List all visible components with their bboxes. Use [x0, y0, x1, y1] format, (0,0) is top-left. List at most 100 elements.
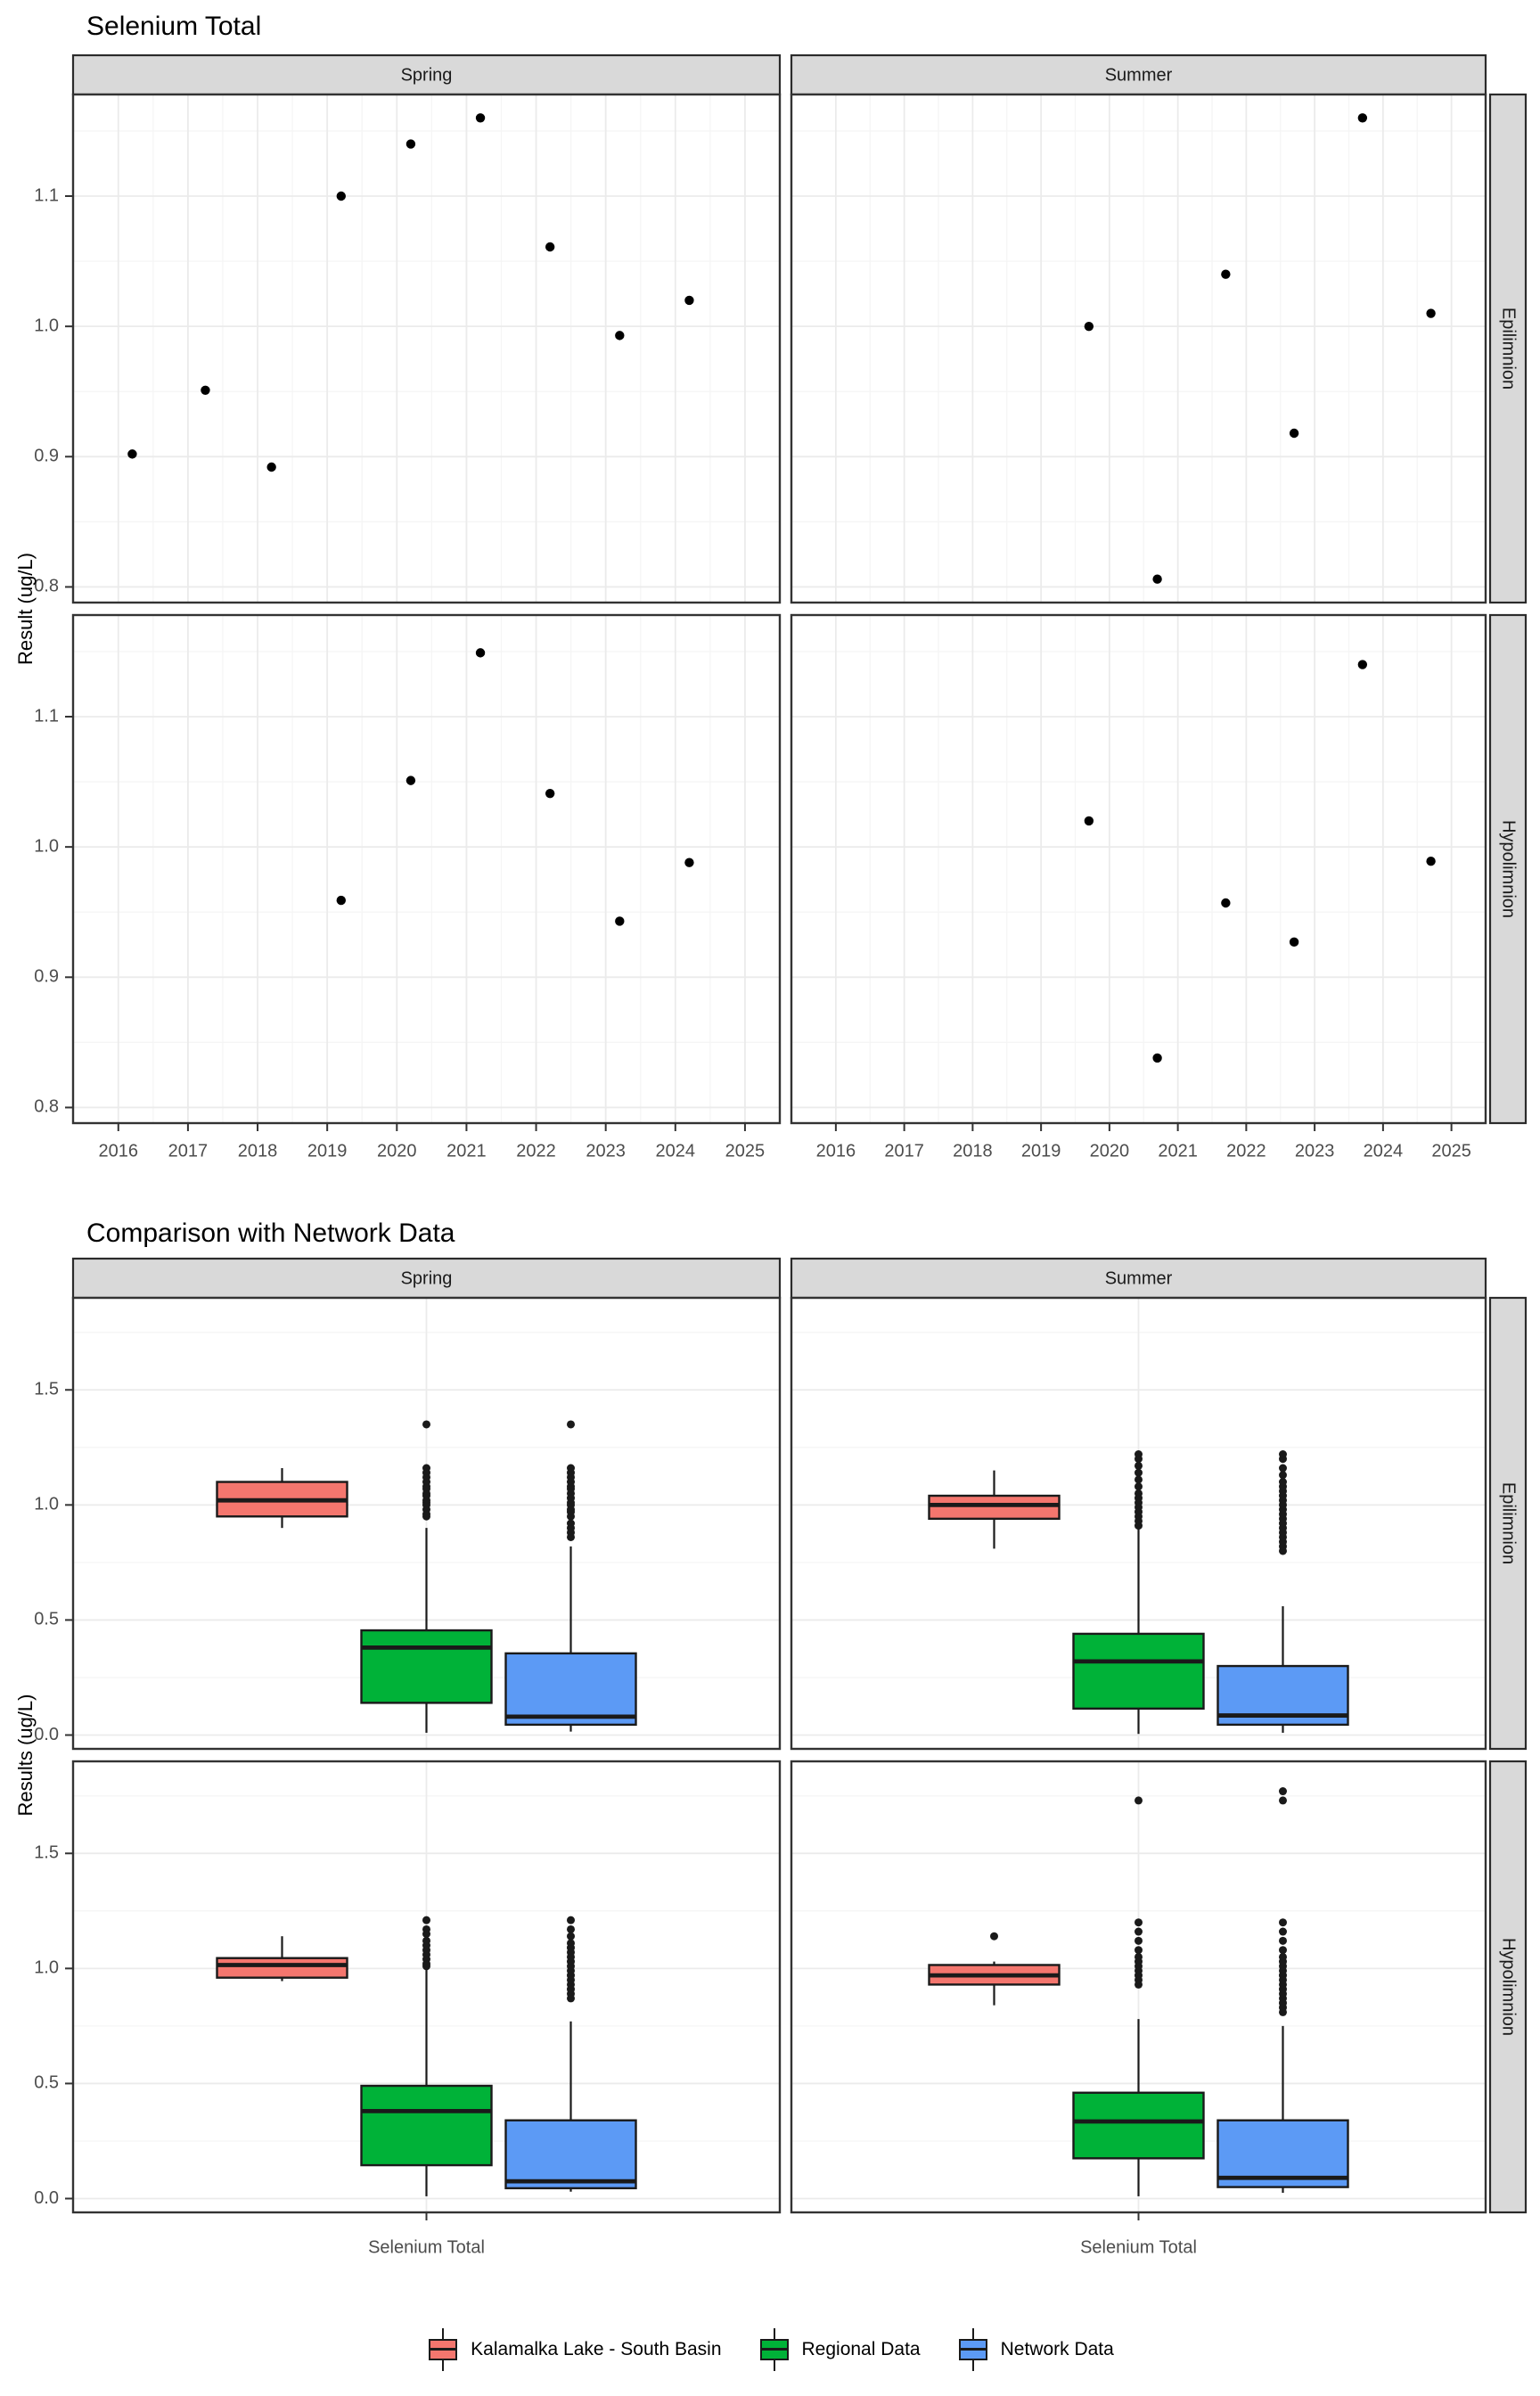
- data-point: [336, 895, 346, 906]
- axis-text: 2024: [656, 1141, 696, 1161]
- data-point: [1084, 816, 1094, 826]
- axis-text: Hypolimnion: [1499, 1938, 1519, 2036]
- axis-text: 1.0: [34, 316, 59, 335]
- legend-item-regional: Regional Data: [758, 2326, 921, 2373]
- figure2-title: Comparison with Network Data: [86, 1219, 455, 1248]
- panel-border: [790, 93, 1487, 604]
- axis-text: 0.9: [34, 447, 59, 466]
- legend: Kalamalka Lake - South Basin Regional Da…: [0, 2321, 1540, 2378]
- outlier-point: [1135, 1450, 1143, 1459]
- data-point: [1289, 937, 1299, 948]
- data-point: [1426, 308, 1436, 318]
- facet-strip-hypolimnion: [1488, 1760, 1528, 2214]
- outlier-point: [1135, 1796, 1143, 1805]
- outlier-point: [1135, 1927, 1143, 1936]
- boxplot-box: [216, 1957, 348, 1979]
- panel-bg: [791, 94, 1486, 603]
- outlier-point: [1279, 1936, 1287, 1945]
- facet-strip-epilimnion: [1488, 93, 1528, 604]
- panel-border: [790, 1296, 1487, 1751]
- outlier-point: [1279, 1450, 1287, 1459]
- data-point: [1357, 113, 1368, 123]
- axis-text: 0.0: [34, 2188, 59, 2208]
- boxplot-key-icon: [956, 2326, 990, 2373]
- panel-bg: [73, 615, 780, 1123]
- axis-text: 1.1: [34, 706, 59, 726]
- data-point: [475, 648, 486, 658]
- outlier-point: [567, 1420, 575, 1429]
- outlier-point: [1135, 1489, 1143, 1498]
- facet-strip-spring: [71, 1257, 782, 1300]
- facet-strip-spring: [71, 53, 782, 96]
- boxplot-box: [504, 2119, 637, 2190]
- axis-text: 1.5: [34, 1843, 59, 1863]
- boxplot-box: [928, 1494, 1061, 1521]
- axis-text: 0.0: [34, 1725, 59, 1744]
- outlier-point: [1135, 1936, 1143, 1945]
- panel-border: [71, 93, 782, 604]
- axis-text: Result (ug/L): [14, 553, 37, 665]
- axis-text: 2018: [953, 1141, 993, 1161]
- outlier-point: [1135, 1952, 1143, 1961]
- axis-text: 2019: [307, 1141, 348, 1161]
- data-point: [684, 857, 694, 867]
- data-point: [405, 139, 416, 149]
- outlier-point: [422, 1916, 430, 1924]
- facet-strip-summer: [790, 53, 1487, 96]
- data-point: [336, 191, 346, 201]
- data-point: [1426, 857, 1436, 866]
- axis-text: 0.8: [34, 1097, 59, 1117]
- axis-text: 1.0: [34, 1958, 59, 1978]
- data-point: [1152, 1053, 1162, 1063]
- panel-border: [71, 1296, 782, 1751]
- data-point: [615, 331, 625, 341]
- outlier-point: [1279, 1464, 1287, 1473]
- outlier-point: [1279, 1927, 1287, 1936]
- axis-text: 2018: [238, 1141, 278, 1161]
- outlier-point: [1279, 1796, 1287, 1805]
- axis-text: Spring: [401, 1268, 453, 1288]
- outlier-point: [1135, 1482, 1143, 1491]
- data-point: [545, 789, 555, 799]
- data-point: [475, 113, 486, 123]
- outlier-point: [1279, 1946, 1287, 1955]
- outlier-point: [1135, 1918, 1143, 1927]
- outlier-point: [422, 1420, 430, 1429]
- axis-text: 2025: [725, 1141, 766, 1161]
- axis-text: 2017: [884, 1141, 924, 1161]
- outlier-point: [1135, 1468, 1143, 1477]
- axis-text: 1.1: [34, 185, 59, 205]
- axis-text: 2017: [168, 1141, 209, 1161]
- axis-text: 2024: [1364, 1141, 1404, 1161]
- boxplot-key-icon: [758, 2326, 791, 2373]
- axis-text: 2025: [1431, 1141, 1471, 1161]
- outlier-point: [422, 1924, 430, 1933]
- axis-text: Epilimnion: [1499, 308, 1519, 390]
- data-point: [266, 462, 276, 472]
- axis-text: 0.8: [34, 577, 59, 596]
- boxplot-box: [1072, 2091, 1205, 2160]
- axis-text: 2023: [586, 1141, 626, 1161]
- legend-label: Kalamalka Lake - South Basin: [471, 2339, 722, 2359]
- data-point: [1289, 428, 1299, 439]
- data-point: [1221, 269, 1231, 279]
- facet-strip-hypolimnion: [1488, 613, 1528, 1125]
- outlier-point: [567, 1916, 575, 1924]
- panel-border: [71, 613, 782, 1125]
- outlier-point: [1135, 1475, 1143, 1484]
- outlier-point: [422, 1464, 430, 1473]
- outlier-point: [422, 1936, 430, 1945]
- axis-text: 1.0: [34, 836, 59, 856]
- facet-strip-summer: [790, 1257, 1487, 1300]
- outlier-point: [990, 1932, 998, 1941]
- panel-bg: [73, 94, 780, 603]
- axis-text: 2020: [377, 1141, 417, 1161]
- outlier-point: [567, 1932, 575, 1941]
- axis-text: 0.9: [34, 967, 59, 987]
- legend-item-kalamalka: Kalamalka Lake - South Basin: [426, 2326, 722, 2373]
- axis-text: 0.5: [34, 2073, 59, 2093]
- data-point: [684, 295, 694, 306]
- axis-text: Spring: [401, 65, 453, 85]
